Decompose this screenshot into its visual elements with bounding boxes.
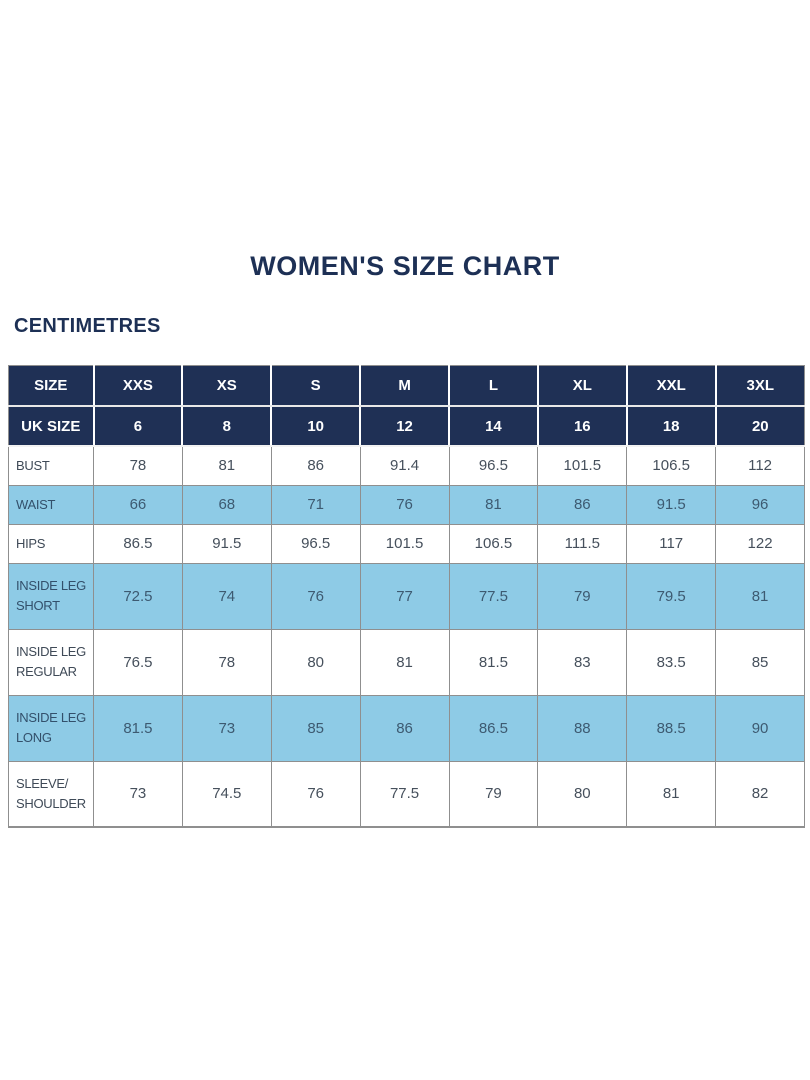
column-header-xs: XS [182,364,273,408]
data-cell: 86 [359,694,450,762]
data-cell: 91.4 [359,445,450,486]
column-header-3xl: 3XL [715,364,805,408]
data-cell: 86.5 [93,523,183,564]
data-cell: 81 [359,628,450,696]
data-cell: 112 [715,445,805,486]
uk-size-value: 6 [93,406,184,448]
uk-size-value: 8 [182,406,273,448]
data-cell: 90 [715,694,805,762]
column-header-m: M [360,364,450,408]
uk-size-value: 12 [360,406,450,448]
data-cell: 81.5 [93,694,183,762]
data-cell: 82 [715,760,805,829]
data-cell: 66 [93,484,183,525]
data-cell: 83 [537,628,628,696]
uk-size-label: UK SIZE [8,406,95,448]
data-cell: 81 [626,760,717,829]
data-cell: 106.5 [448,523,539,564]
data-cell: 80 [537,760,628,829]
size-chart-body: BUST 78 81 86 91.4 96.5 101.5 106.5 112 WAIST 66 68… [8,445,805,829]
data-cell: 122 [715,523,805,564]
data-cell: 91.5 [181,523,272,564]
data-cell: 72.5 [93,562,183,630]
size-chart-header: SIZE XXS XS S M L XL XXL 3XL UK SIZE 6 8 10 12 14 16 18… [8,364,805,448]
size-chart-table: SIZE XXS XS S M L XL XXL 3XL UK SIZE 6 8 10 12 14 16 18… [8,364,805,829]
data-cell: 96.5 [448,445,539,486]
data-cell: 86 [270,445,361,486]
table-row: INSIDE LEG LONG 81.5 73 85 86 86.5 88 88.5 90 [8,694,805,762]
unit-label: CENTIMETRES [14,314,161,337]
data-cell: 106.5 [626,445,717,486]
table-row: HIPS 86.5 91.5 96.5 101.5 106.5 111.5 117 122 [8,523,805,564]
column-header-s: S [271,364,362,408]
table-row: INSIDE LEG REGULAR 76.5 78 80 81 81.5 83 83.5 85 [8,628,805,696]
uk-size-value: 14 [449,406,539,448]
data-cell: 73 [181,694,272,762]
data-cell: 76 [359,484,450,525]
data-cell: 81.5 [448,628,539,696]
uk-size-value: 16 [537,406,628,448]
data-cell: 76 [270,760,361,829]
data-cell: 81 [181,445,272,486]
data-cell: 77.5 [448,562,539,630]
table-row: WAIST 66 68 71 76 81 86 91.5 96 [8,484,805,525]
data-cell: 88.5 [626,694,717,762]
uk-size-value: 20 [715,406,805,448]
data-cell: 101.5 [359,523,450,564]
data-cell: 81 [448,484,539,525]
data-cell: 79 [448,760,539,829]
data-cell: 79.5 [626,562,717,630]
data-cell: 81 [715,562,805,630]
data-cell: 85 [270,694,361,762]
data-cell: 76 [270,562,361,630]
uk-size-value: 10 [271,406,362,448]
row-label-cell: INSIDE LEG SHORT [8,562,94,630]
data-cell: 77.5 [359,760,450,829]
column-header-xxl: XXL [626,364,717,408]
data-cell: 85 [715,628,805,696]
data-cell: 91.5 [626,484,717,525]
data-cell: 74 [181,562,272,630]
data-cell: 71 [270,484,361,525]
column-header-xxs: XXS [93,364,184,408]
row-label-cell: INSIDE LEG REGULAR [8,628,94,696]
data-cell: 74.5 [181,760,272,829]
data-cell: 76.5 [93,628,183,696]
data-cell: 96.5 [270,523,361,564]
data-cell: 78 [93,445,183,486]
table-row: BUST 78 81 86 91.4 96.5 101.5 106.5 112 [8,445,805,486]
row-label-cell: BUST [8,445,94,486]
uk-size-value: 18 [626,406,717,448]
data-cell: 111.5 [537,523,628,564]
data-cell: 68 [181,484,272,525]
column-header-l: L [449,364,539,408]
data-cell: 88 [537,694,628,762]
row-label-cell: SLEEVE/SHOULDER [8,760,94,829]
row-label-cell: HIPS [8,523,94,564]
size-header-row: SIZE XXS XS S M L XL XXL 3XL [8,364,805,408]
row-label-cell: WAIST [8,484,94,525]
size-column-label: SIZE [8,364,95,408]
page-title: WOMEN'S SIZE CHART [250,251,560,281]
data-cell: 96 [715,484,805,525]
data-cell: 117 [626,523,717,564]
data-cell: 79 [537,562,628,630]
data-cell: 86 [537,484,628,525]
column-header-xl: XL [537,364,628,408]
data-cell: 80 [270,628,361,696]
data-cell: 101.5 [537,445,628,486]
data-cell: 86.5 [448,694,539,762]
table-row: INSIDE LEG SHORT 72.5 74 76 77 77.5 79 79.5 81 [8,562,805,630]
data-cell: 77 [359,562,450,630]
data-cell: 83.5 [626,628,717,696]
table-row: SLEEVE/SHOULDER 73 74.5 76 77.5 79 80 81 82 [8,760,805,829]
uk-size-header-row: UK SIZE 6 8 10 12 14 16 18 20 [8,406,805,448]
row-label-cell: INSIDE LEG LONG [8,694,94,762]
data-cell: 78 [181,628,272,696]
data-cell: 73 [93,760,183,829]
